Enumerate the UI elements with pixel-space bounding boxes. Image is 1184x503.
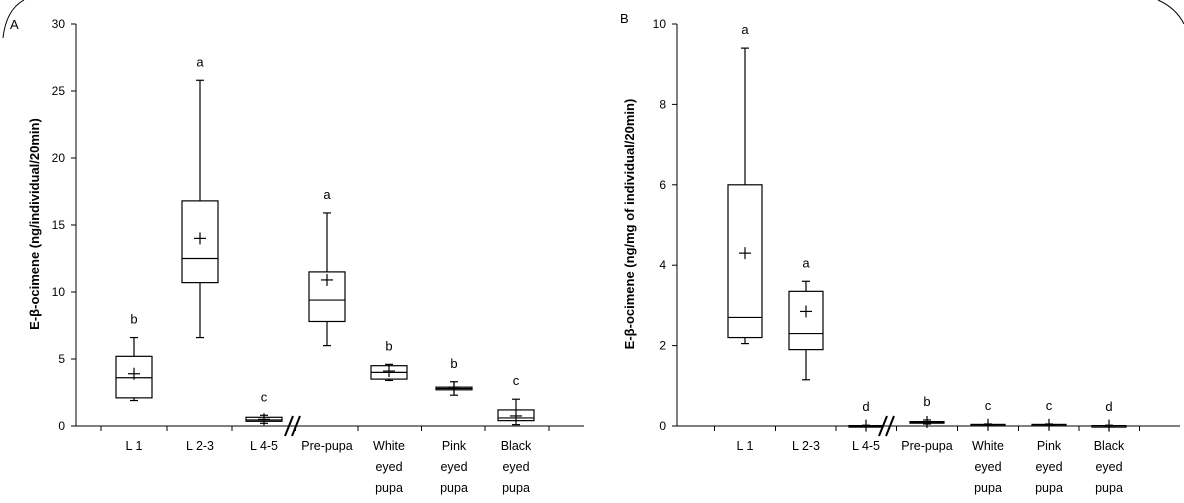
y-tick-label: 10 [653, 17, 667, 31]
y-tick-label: 25 [52, 84, 66, 98]
significance-letter: b [385, 338, 392, 353]
y-tick-label: 4 [659, 258, 666, 272]
box [727, 184, 763, 339]
x-category-label: pupa [1095, 481, 1123, 495]
x-category-label: eyed [1095, 460, 1122, 474]
significance-letter: c [1046, 398, 1053, 413]
significance-letter: b [130, 312, 137, 327]
y-tick-label: 8 [659, 97, 666, 111]
corner-arc-right [1157, 0, 1184, 25]
x-category-label: L 4-5 [852, 439, 880, 453]
box-group: a Pre-pupa [301, 187, 352, 453]
panel-b-ylabel: E-β-ocimene (ng/mg of individual/20min) [622, 99, 637, 350]
box-group: b Pink eyed pupa [435, 356, 473, 495]
x-category-label: Pink [442, 439, 467, 453]
box-group: d L 4-5 [848, 399, 884, 453]
box-group: c L 4-5 [245, 389, 283, 453]
panel-a-label: A [10, 17, 19, 32]
significance-letter: d [862, 399, 869, 414]
significance-letter: b [450, 356, 457, 371]
x-category-label: eyed [440, 460, 467, 474]
y-tick-label: 30 [52, 17, 66, 31]
x-category-label: L 2-3 [186, 439, 214, 453]
panel-b-label: B [620, 11, 629, 26]
x-category-label: eyed [375, 460, 402, 474]
box-group: a L 2-3 [788, 255, 824, 453]
x-category-label: L 2-3 [792, 439, 820, 453]
axis-break-mark [885, 415, 895, 437]
significance-letter: d [1105, 399, 1112, 414]
box-group: a L 1 [727, 22, 763, 453]
y-tick-label: 20 [52, 151, 66, 165]
y-tick-label: 0 [659, 419, 666, 433]
significance-letter: a [741, 22, 749, 37]
significance-letter: a [323, 187, 331, 202]
x-category-label: Pink [1037, 439, 1062, 453]
x-category-label: White [373, 439, 405, 453]
x-category-label: Black [1094, 439, 1125, 453]
significance-letter: a [196, 54, 204, 69]
box-group: c Black eyed pupa [497, 373, 535, 495]
panel-a: A E-β-ocimene (ng/individual/20min) 0 5 10… [10, 17, 584, 495]
box-group: b White eyed pupa [370, 338, 408, 495]
x-category-label: pupa [1035, 481, 1063, 495]
panel-a-ylabel: E-β-ocimene (ng/individual/20min) [27, 118, 42, 330]
significance-letter: c [513, 373, 520, 388]
box-group: c Pink eyed pupa [1031, 398, 1067, 495]
x-category-label: eyed [1035, 460, 1062, 474]
x-category-label: pupa [440, 481, 468, 495]
y-tick-label: 10 [52, 285, 66, 299]
x-category-label: eyed [502, 460, 529, 474]
x-category-label: pupa [502, 481, 530, 495]
x-category-label: eyed [974, 460, 1001, 474]
x-category-label: pupa [375, 481, 403, 495]
significance-letter: c [985, 398, 992, 413]
x-category-label: Pre-pupa [901, 439, 952, 453]
box [788, 290, 824, 351]
significance-letter: a [802, 255, 810, 270]
x-category-label: pupa [974, 481, 1002, 495]
x-category-label: L 1 [737, 439, 754, 453]
significance-letter: c [261, 389, 268, 404]
x-category-label: L 1 [126, 439, 143, 453]
y-tick-label: 6 [659, 178, 666, 192]
box-group: d Black eyed pupa [1091, 399, 1127, 495]
box-group: c White eyed pupa [970, 398, 1006, 495]
box-group: b Pre-pupa [901, 394, 952, 453]
axis-break-mark [291, 415, 301, 437]
panel-b: B E-β-ocimene (ng/mg of individual/20min… [620, 11, 1180, 495]
y-tick-label: 5 [58, 352, 65, 366]
axis-break-mark [284, 415, 294, 437]
x-category-label: Pre-pupa [301, 439, 352, 453]
y-tick-label: 15 [52, 218, 66, 232]
box-group: a L 2-3 [181, 54, 219, 453]
y-tick-label: 0 [58, 419, 65, 433]
x-category-label: White [972, 439, 1004, 453]
box-group: b L 1 [115, 312, 153, 453]
x-category-label: Black [501, 439, 532, 453]
x-category-label: L 4-5 [250, 439, 278, 453]
y-tick-label: 2 [659, 339, 666, 353]
significance-letter: b [923, 394, 930, 409]
corner-arc-left [2, 0, 25, 39]
